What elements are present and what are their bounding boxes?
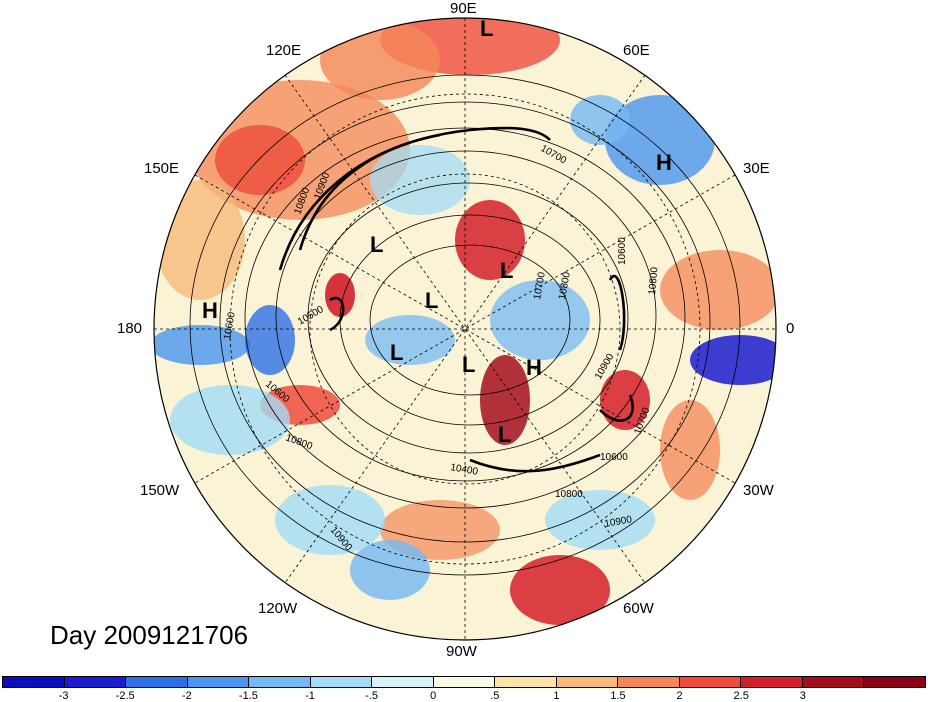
graticule <box>154 18 776 640</box>
lon-label-60e: 60E <box>623 42 650 59</box>
low-center: L <box>498 422 511 447</box>
anomaly-field <box>154 18 776 640</box>
lon-label-180: 180 <box>117 320 143 337</box>
contour-label: 10900 <box>604 514 634 530</box>
lon-label-120e: 120E <box>266 42 302 59</box>
colorbar-tick-label: 1.5 <box>610 690 626 702</box>
low-center: L <box>462 352 475 377</box>
colorbar-tick-label: 2.5 <box>733 690 749 702</box>
colorbar-tick-label: -2 <box>181 690 192 702</box>
low-center: L <box>480 16 493 41</box>
jet-contours <box>278 126 634 473</box>
colorbar-segment <box>495 677 557 687</box>
high-center: H <box>656 150 672 175</box>
colorbar-segment <box>187 677 250 687</box>
lon-label-120w: 120W <box>258 600 298 617</box>
high-center: H <box>202 298 218 323</box>
pressure-center-labels: L L L L L L L H H H <box>202 16 672 447</box>
colorbar-tick-label: -1.5 <box>238 690 258 702</box>
colorbar-tick-label: -2.5 <box>115 690 135 702</box>
colorbar-tick-label: 1 <box>553 690 560 702</box>
colorbar-tick-label: 3 <box>799 690 806 702</box>
low-center: L <box>390 340 403 365</box>
lon-label-30w: 30W <box>743 482 774 499</box>
colorbar-segment <box>741 677 803 687</box>
high-center: H <box>526 355 542 380</box>
contour-label: 10800 <box>647 266 660 295</box>
colorbar-tick-label: 0 <box>430 690 437 702</box>
colorbar-tick-label: -3 <box>58 690 69 702</box>
contour-label: 10600 <box>617 237 628 265</box>
colorbar <box>2 676 926 688</box>
colorbar-tick-label: .5 <box>490 690 500 702</box>
colorbar-segment <box>433 677 496 687</box>
colorbar-segment <box>618 677 680 687</box>
lon-label-150e: 150E <box>144 160 180 177</box>
low-center: L <box>425 288 438 313</box>
colorbar-segment <box>802 677 865 687</box>
lon-label-30e: 30E <box>743 160 770 177</box>
contour-label: 10800 <box>557 271 573 301</box>
contour-label: 10800 <box>555 489 583 500</box>
lon-label-150w: 150W <box>140 482 180 499</box>
map-title: Day 2009121706 <box>50 620 249 650</box>
colorbar-tick-label: -1 <box>305 690 315 702</box>
colorbar-segment <box>556 677 619 687</box>
lon-label-90w: 90W <box>446 643 477 660</box>
map-border <box>153 17 777 641</box>
colorbar-segment <box>249 677 311 687</box>
low-center: L <box>500 258 513 283</box>
contour-label: 10600 <box>222 311 238 341</box>
contour-label: 10400 <box>449 462 479 478</box>
colorbar-segment <box>310 677 373 687</box>
lon-label-60w: 60W <box>623 600 654 617</box>
colorbar-segment <box>864 677 925 687</box>
colorbar-segment <box>3 677 65 687</box>
colorbar-tick-label: 2 <box>676 690 683 702</box>
colorbar-tick-label: -.5 <box>365 690 379 702</box>
contour-label: 10700 <box>532 271 548 301</box>
colorbar-segment <box>679 677 742 687</box>
contour-label: 10600 <box>600 452 628 463</box>
lon-label-90e: 90E <box>450 0 477 17</box>
colorbar-segment <box>64 677 127 687</box>
colorbar-segment <box>372 677 434 687</box>
lon-label-0: 0 <box>786 320 795 337</box>
colorbar-segment <box>126 677 188 687</box>
low-center: L <box>370 232 383 257</box>
